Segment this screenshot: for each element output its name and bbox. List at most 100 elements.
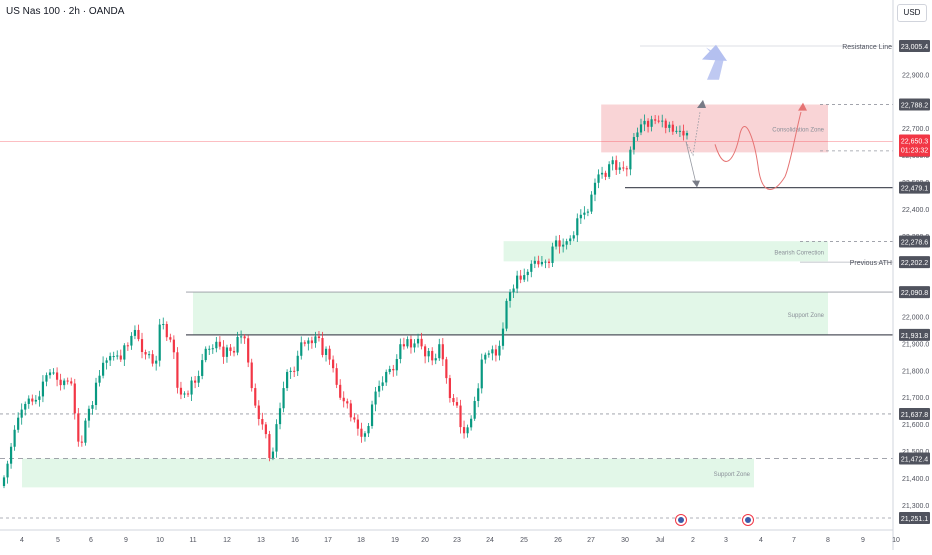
level-tag-label: 21,472.4 [901,456,928,463]
candle-body [98,375,101,383]
zone-0 [601,104,828,153]
level-tag [899,407,930,420]
candle-body [232,350,236,353]
candle-body [261,419,264,425]
annotation-label: Resistance Line [842,44,892,51]
candle-body [448,378,451,399]
candle-body [116,355,119,357]
candle-body [101,362,105,376]
x-tick-label: Jul [656,537,665,544]
level-tag-label: 22,479.1 [901,186,928,193]
candle-body [424,346,427,357]
level-tag-label: 22,788.2 [901,102,928,109]
candle-body [45,375,48,382]
level-tag [899,452,930,465]
candle-body [63,380,66,386]
level-tag [899,286,930,299]
candle-body [151,354,154,364]
x-tick-label: 4 [20,537,24,544]
candle-body [646,120,650,127]
level-tag [899,256,930,269]
candle-body [544,261,547,263]
candle-body [363,433,367,437]
x-tick-label: 10 [892,537,900,544]
candle-body [183,393,186,395]
x-tick-label: 19 [391,537,399,544]
candle-body [52,372,55,374]
candle-body [208,348,211,350]
level-tag [899,235,930,248]
candle-body [257,405,260,420]
x-tick-label: 8 [826,537,830,544]
currency-button[interactable]: USD [897,4,927,22]
candle-body [6,463,9,478]
candle-body [225,347,229,357]
candle-body [576,218,579,236]
level-tag-label: 22,278.6 [901,240,928,247]
candle-body [353,417,356,420]
candle-body [247,338,250,363]
candle-body [590,194,593,212]
candle-body [395,359,398,371]
candle-body [625,168,628,170]
level-tag [899,512,930,524]
candle-body [664,120,667,128]
x-tick-label: 11 [189,537,196,544]
candle-body [459,405,462,428]
candle-body [356,419,359,429]
candle-body [505,300,508,329]
candle-body [194,380,197,383]
candle-body [130,335,133,346]
x-tick-label: 10 [156,537,164,544]
candle-body [222,346,225,357]
candle-body [296,355,299,372]
countdown-label: 01:23:32 [901,148,928,155]
y-tick-label: 22,400.0 [902,207,929,214]
candle-body [321,338,324,355]
zone-3 [22,458,754,488]
candles [2,114,689,489]
candle-body [558,240,561,247]
candle-body [335,368,338,385]
y-tick-label: 22,000.0 [902,315,929,322]
candle-body [480,359,483,389]
candle-body [675,130,678,132]
candle-body [604,172,607,177]
candle-body [17,417,20,430]
candle-body [615,160,618,170]
x-tick-label: 12 [223,537,231,544]
candle-body [491,349,494,354]
candle-body [293,370,296,372]
candle-body [622,167,625,169]
candle-body [342,397,345,402]
candle-body [204,348,207,361]
candle-body [462,427,466,434]
candle-body [112,356,115,358]
candle-body [526,271,529,276]
candle-body [59,379,62,386]
candle-body [314,336,317,344]
x-tick-label: 16 [291,537,299,544]
candle-body [682,130,685,136]
event-flag-inner [745,517,751,523]
candle-body [654,119,657,121]
arrowhead-up [697,99,706,108]
x-tick-label: 13 [257,537,265,544]
x-tick-label: 2 [691,537,695,544]
x-tick-label: 5 [56,537,60,544]
arrowhead-down [692,180,700,188]
candle-body [477,388,480,401]
candle-body [427,350,430,357]
candle-body [77,413,80,442]
candle-body [643,120,646,125]
candle-body [611,160,614,165]
candle-body [349,403,352,418]
x-tick-label: 7 [792,537,796,544]
candle-body [523,275,526,280]
candle-body [629,149,632,170]
x-tick-label: 4 [759,537,763,544]
candle-body [24,403,27,410]
candle-body [452,398,455,403]
